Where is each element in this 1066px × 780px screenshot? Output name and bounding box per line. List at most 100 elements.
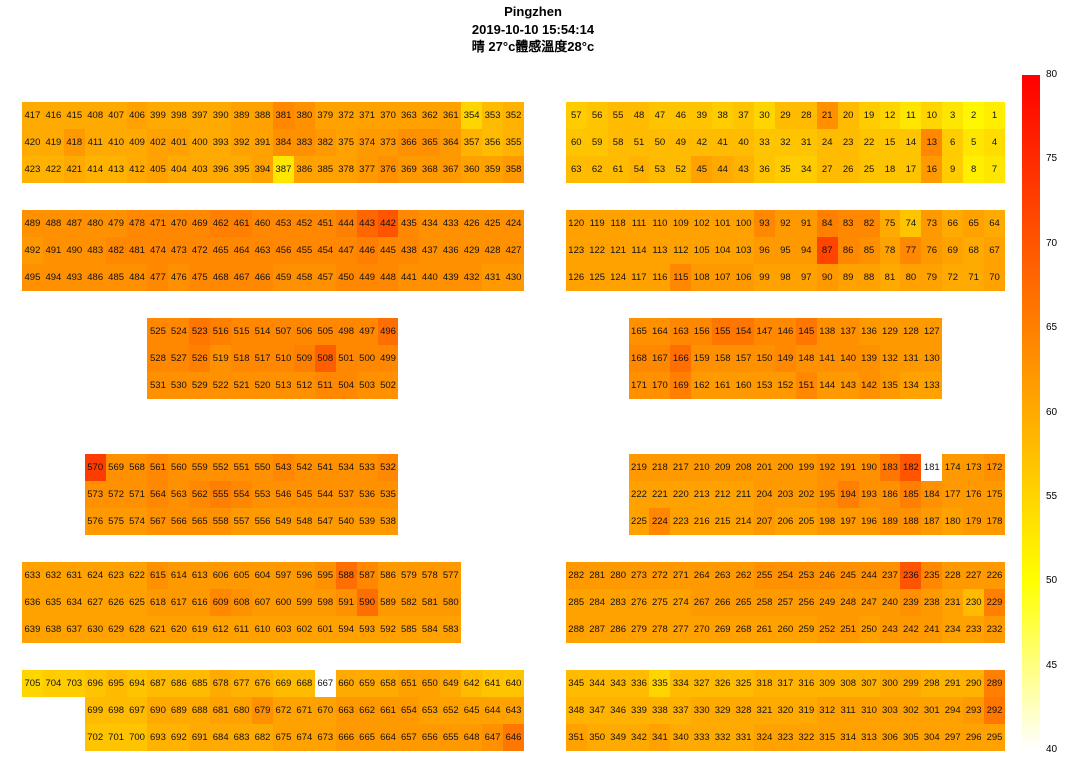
- heatmap-cell: 87: [816, 237, 838, 265]
- heatmap-cell: 55: [607, 102, 629, 130]
- heatmap-cell: 90: [816, 264, 838, 292]
- heatmap-cell: 324: [754, 723, 775, 751]
- heatmap-cell: 15: [879, 129, 901, 157]
- heatmap-cell: 605: [231, 561, 253, 589]
- heatmap-cell: 9: [942, 156, 964, 184]
- heatmap-cell: 588: [335, 561, 357, 589]
- heatmap-cell: 483: [84, 237, 106, 265]
- heatmap-cell: 342: [628, 723, 650, 751]
- heatmap-cell: 521: [231, 372, 253, 400]
- heatmap-cell: 137: [837, 318, 859, 346]
- heatmap-cell: 698: [105, 696, 127, 724]
- heatmap-cell: 437: [419, 237, 441, 265]
- heatmap-cell: 186: [879, 480, 901, 508]
- heatmap-cell: 675: [272, 723, 294, 751]
- heatmap-cell: 328: [733, 696, 755, 724]
- heatmap-cell: 187: [921, 507, 943, 535]
- heatmap-cell: 376: [377, 156, 399, 184]
- heatmap-cell: 539: [356, 507, 378, 535]
- heatmap-cell: 160: [733, 372, 755, 400]
- heatmap-cell: 306: [879, 723, 901, 751]
- heatmap-cell: 576: [84, 507, 106, 535]
- heatmap-cell: 486: [84, 264, 106, 292]
- heatmap-cell: 561: [147, 453, 169, 481]
- heatmap-cell: 259: [795, 615, 817, 643]
- heatmap-cell: 421: [63, 156, 85, 184]
- heatmap-cell: 190: [858, 453, 880, 481]
- heatmap-cell: 441: [398, 264, 420, 292]
- heatmap-cell: 242: [900, 615, 922, 643]
- heatmap-cell: 62: [586, 156, 608, 184]
- heatmap-cell: 642: [461, 669, 483, 697]
- heatmap-cell: 654: [398, 696, 420, 724]
- heatmap-cell: 408: [84, 102, 106, 130]
- heatmap-cell: 102: [691, 210, 713, 238]
- heatmap-cell: 50: [649, 129, 671, 157]
- heatmap-cell: 503: [356, 372, 378, 400]
- colorbar-tick-label: 75: [1046, 153, 1058, 165]
- heatmap-cell: 559: [189, 453, 211, 481]
- colorbar: [1022, 75, 1040, 750]
- heatmap-cell: 480: [84, 210, 106, 238]
- heatmap-cell: 378: [335, 156, 357, 184]
- heatmap-cell: 597: [272, 561, 294, 589]
- heatmap-cell: 577: [440, 561, 462, 589]
- heatmap-cell: 692: [168, 723, 190, 751]
- heatmap-cell: 619: [189, 615, 211, 643]
- heatmap-cell: 427: [503, 237, 524, 265]
- heatmap-cell: 341: [649, 723, 671, 751]
- heatmap-cell: 161: [712, 372, 734, 400]
- heatmap-cell: 558: [210, 507, 232, 535]
- heatmap-cell: 550: [252, 453, 273, 481]
- heatmap-cell: 464: [231, 237, 253, 265]
- heatmap-cell: 320: [774, 696, 796, 724]
- heatmap-cell: 505: [314, 318, 336, 346]
- heatmap-cell: 594: [335, 615, 357, 643]
- heatmap-cell: 147: [754, 318, 775, 346]
- heatmap-cell: 285: [565, 588, 587, 616]
- heatmap-cell: 515: [231, 318, 253, 346]
- heatmap-cell: 674: [293, 723, 315, 751]
- heatmap-cell: 509: [293, 345, 315, 373]
- heatmap-cell: 79: [921, 264, 943, 292]
- heatmap-cell: 567: [147, 507, 169, 535]
- heatmap-cell: 456: [272, 237, 294, 265]
- heatmap-cell: 132: [879, 345, 901, 373]
- heatmap-cell: 78: [879, 237, 901, 265]
- heatmap-cell: 584: [419, 615, 441, 643]
- heatmap-cell: 537: [335, 480, 357, 508]
- heatmap-cell: 690: [147, 696, 169, 724]
- heatmap-cell: 609: [210, 588, 232, 616]
- heatmap-cell: 397: [189, 102, 211, 130]
- heatmap-cell: 353: [482, 102, 504, 130]
- heatmap-cell: 224: [649, 507, 671, 535]
- heatmap-cell: 330: [691, 696, 713, 724]
- heatmap-cell: 470: [168, 210, 190, 238]
- heatmap-cell: 365: [419, 129, 441, 157]
- heatmap-cell: 438: [398, 237, 420, 265]
- heatmap-cell: 667: [314, 669, 336, 697]
- heatmap-cell: 587: [356, 561, 378, 589]
- heatmap-cell: 82: [858, 210, 880, 238]
- heatmap-cell: 236: [900, 561, 922, 589]
- heatmap-cell: 390: [210, 102, 232, 130]
- heatmap-cell: 703: [63, 669, 85, 697]
- heatmap-cell: 268: [733, 615, 755, 643]
- heatmap-cell: 349: [607, 723, 629, 751]
- heatmap-cell: 52: [670, 156, 692, 184]
- heatmap-cell: 695: [105, 669, 127, 697]
- heatmap-cell: 512: [293, 372, 315, 400]
- heatmap-cell: 106: [733, 264, 755, 292]
- heatmap-cell: 399: [147, 102, 169, 130]
- heatmap-cell: 526: [189, 345, 211, 373]
- heatmap-cell: 672: [272, 696, 294, 724]
- heatmap-cell: 522: [210, 372, 232, 400]
- heatmap-cell: 523: [189, 318, 211, 346]
- heatmap-cell: 416: [42, 102, 64, 130]
- heatmap-cell: 36: [754, 156, 775, 184]
- heatmap-cell: 141: [816, 345, 838, 373]
- heatmap-cell: 546: [272, 480, 294, 508]
- heatmap-cell: 80: [900, 264, 922, 292]
- heatmap-cell: 293: [963, 696, 985, 724]
- heatmap-cell: 298: [921, 669, 943, 697]
